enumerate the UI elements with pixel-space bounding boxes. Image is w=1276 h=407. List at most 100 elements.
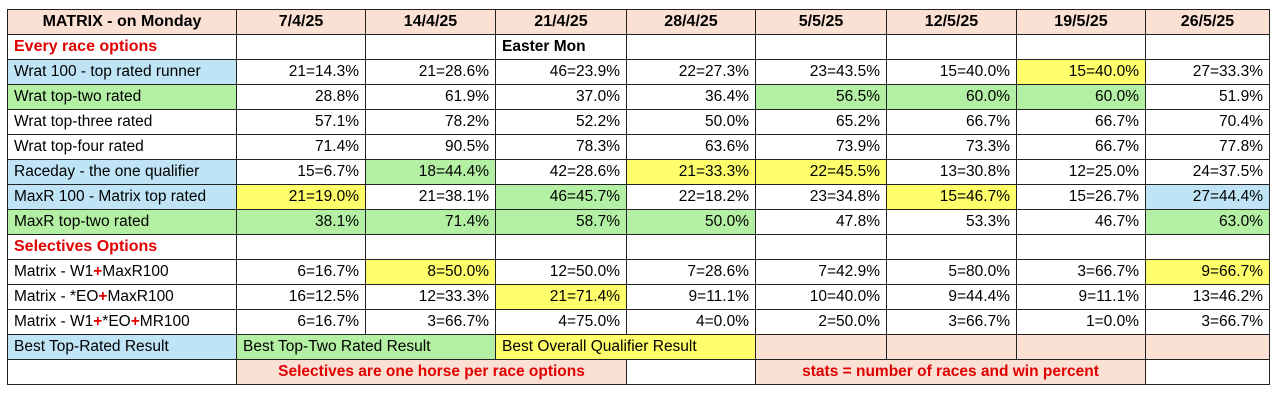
legend-top-two[interactable]: Best Top-Two Rated Result	[236, 334, 496, 360]
matrix-title-cell[interactable]: MATRIX - on Monday	[7, 9, 237, 35]
date-cell[interactable]: 14/4/25	[365, 9, 496, 35]
data-cell[interactable]: 77.8%	[1145, 134, 1270, 160]
data-cell[interactable]: 60.0%	[886, 84, 1017, 110]
date-cell[interactable]: 19/5/25	[1016, 9, 1146, 35]
data-cell[interactable]: 50.0%	[626, 209, 756, 235]
data-cell[interactable]: 21=28.6%	[365, 59, 496, 85]
empty-cell[interactable]	[365, 234, 496, 260]
data-cell[interactable]: 23=43.5%	[755, 59, 887, 85]
row-label[interactable]: MaxR top-two rated	[7, 209, 237, 235]
data-cell[interactable]: 6=16.7%	[236, 259, 366, 285]
data-cell[interactable]: 23=34.8%	[755, 184, 887, 210]
data-cell[interactable]: 90.5%	[365, 134, 496, 160]
empty-cell[interactable]	[1016, 334, 1146, 360]
selectives-note[interactable]: Selectives are one horse per race option…	[236, 359, 627, 385]
data-cell[interactable]: 27=33.3%	[1145, 59, 1270, 85]
data-cell[interactable]: 15=6.7%	[236, 159, 366, 185]
empty-cell[interactable]	[755, 234, 887, 260]
data-cell[interactable]: 42=28.6%	[495, 159, 627, 185]
data-cell[interactable]: 66.7%	[1016, 109, 1146, 135]
data-cell[interactable]: 70.4%	[1145, 109, 1270, 135]
date-cell[interactable]: 28/4/25	[626, 9, 756, 35]
section-heading[interactable]: Every race options	[7, 34, 237, 60]
data-cell[interactable]: 37.0%	[495, 84, 627, 110]
empty-cell[interactable]	[495, 234, 627, 260]
data-cell[interactable]: 15=40.0%	[1016, 59, 1146, 85]
empty-cell[interactable]	[1145, 34, 1270, 60]
date-cell[interactable]: 12/5/25	[886, 9, 1017, 35]
empty-cell[interactable]	[1145, 334, 1270, 360]
easter-note-cell[interactable]: Easter Mon	[495, 34, 627, 60]
data-cell[interactable]: 38.1%	[236, 209, 366, 235]
empty-cell[interactable]	[365, 34, 496, 60]
empty-cell[interactable]	[755, 334, 887, 360]
empty-cell[interactable]	[626, 234, 756, 260]
data-cell[interactable]: 78.2%	[365, 109, 496, 135]
row-label[interactable]: MaxR 100 - Matrix top rated	[7, 184, 237, 210]
data-cell[interactable]: 61.9%	[365, 84, 496, 110]
data-cell[interactable]: 16=12.5%	[236, 284, 366, 310]
legend-overall[interactable]: Best Overall Qualifier Result	[495, 334, 756, 360]
row-label[interactable]: Matrix - *EO+MaxR100	[7, 284, 237, 310]
legend-top-rated[interactable]: Best Top-Rated Result	[7, 334, 237, 360]
date-cell[interactable]: 7/4/25	[236, 9, 366, 35]
data-cell[interactable]: 65.2%	[755, 109, 887, 135]
data-cell[interactable]: 47.8%	[755, 209, 887, 235]
data-cell[interactable]: 15=26.7%	[1016, 184, 1146, 210]
data-cell[interactable]: 12=50.0%	[495, 259, 627, 285]
row-label[interactable]: Wrat 100 - top rated runner	[7, 59, 237, 85]
data-cell[interactable]: 12=25.0%	[1016, 159, 1146, 185]
data-cell[interactable]: 63.0%	[1145, 209, 1270, 235]
data-cell[interactable]: 21=14.3%	[236, 59, 366, 85]
empty-cell[interactable]	[1016, 34, 1146, 60]
data-cell[interactable]: 6=16.7%	[236, 309, 366, 335]
data-cell[interactable]: 3=66.7%	[1145, 309, 1270, 335]
data-cell[interactable]: 9=11.1%	[1016, 284, 1146, 310]
data-cell[interactable]: 46=45.7%	[495, 184, 627, 210]
data-cell[interactable]: 36.4%	[626, 84, 756, 110]
row-label[interactable]: Wrat top-four rated	[7, 134, 237, 160]
data-cell[interactable]: 8=50.0%	[365, 259, 496, 285]
section-heading[interactable]: Selectives Options	[7, 234, 237, 260]
data-cell[interactable]: 78.3%	[495, 134, 627, 160]
data-cell[interactable]: 18=44.4%	[365, 159, 496, 185]
data-cell[interactable]: 53.3%	[886, 209, 1017, 235]
row-label[interactable]: Matrix - W1+MaxR100	[7, 259, 237, 285]
data-cell[interactable]: 56.5%	[755, 84, 887, 110]
data-cell[interactable]: 21=71.4%	[495, 284, 627, 310]
data-cell[interactable]: 73.9%	[755, 134, 887, 160]
date-cell[interactable]: 26/5/25	[1145, 9, 1270, 35]
data-cell[interactable]: 4=75.0%	[495, 309, 627, 335]
date-cell[interactable]: 5/5/25	[755, 9, 887, 35]
empty-cell[interactable]	[236, 34, 366, 60]
data-cell[interactable]: 22=27.3%	[626, 59, 756, 85]
data-cell[interactable]: 3=66.7%	[365, 309, 496, 335]
data-cell[interactable]: 4=0.0%	[626, 309, 756, 335]
data-cell[interactable]: 22=18.2%	[626, 184, 756, 210]
data-cell[interactable]: 5=80.0%	[886, 259, 1017, 285]
data-cell[interactable]: 46=23.9%	[495, 59, 627, 85]
data-cell[interactable]: 2=50.0%	[755, 309, 887, 335]
data-cell[interactable]: 9=44.4%	[886, 284, 1017, 310]
data-cell[interactable]: 46.7%	[1016, 209, 1146, 235]
data-cell[interactable]: 71.4%	[236, 134, 366, 160]
data-cell[interactable]: 50.0%	[626, 109, 756, 135]
data-cell[interactable]: 7=42.9%	[755, 259, 887, 285]
data-cell[interactable]: 1=0.0%	[1016, 309, 1146, 335]
data-cell[interactable]: 12=33.3%	[365, 284, 496, 310]
data-cell[interactable]: 21=38.1%	[365, 184, 496, 210]
data-cell[interactable]: 27=44.4%	[1145, 184, 1270, 210]
data-cell[interactable]: 7=28.6%	[626, 259, 756, 285]
data-cell[interactable]: 21=19.0%	[236, 184, 366, 210]
empty-cell[interactable]	[886, 334, 1017, 360]
empty-cell[interactable]	[236, 234, 366, 260]
stats-note[interactable]: stats = number of races and win percent	[755, 359, 1146, 385]
data-cell[interactable]: 22=45.5%	[755, 159, 887, 185]
empty-cell[interactable]	[1145, 234, 1270, 260]
data-cell[interactable]: 10=40.0%	[755, 284, 887, 310]
empty-cell[interactable]	[626, 34, 756, 60]
data-cell[interactable]: 9=11.1%	[626, 284, 756, 310]
data-cell[interactable]: 66.7%	[886, 109, 1017, 135]
empty-cell[interactable]	[886, 34, 1017, 60]
data-cell[interactable]: 57.1%	[236, 109, 366, 135]
